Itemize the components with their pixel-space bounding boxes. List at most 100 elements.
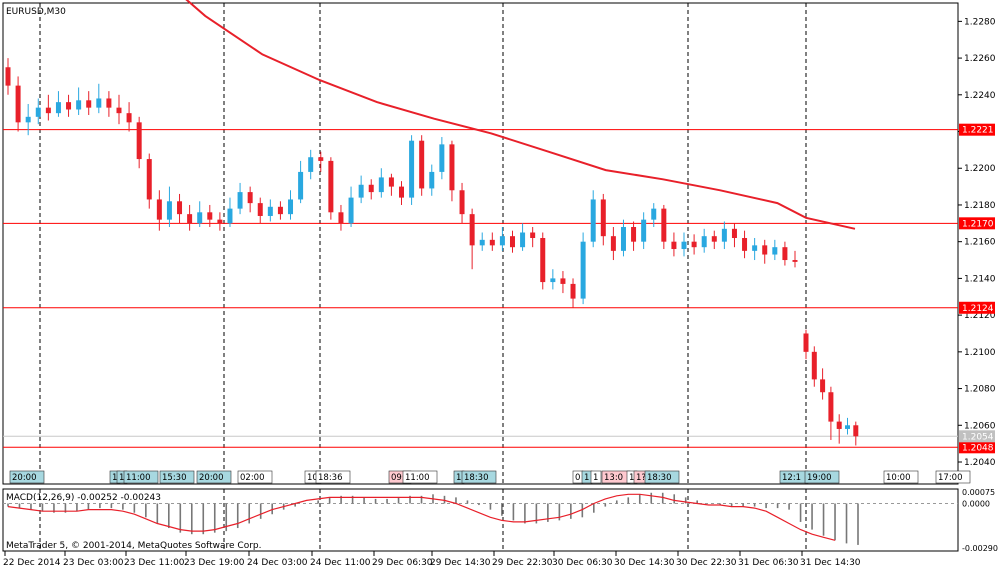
candle-body[interactable] xyxy=(217,219,223,224)
candle-body[interactable] xyxy=(55,102,61,114)
event-marker[interactable] xyxy=(9,470,45,484)
candle-body[interactable] xyxy=(590,199,596,242)
candle-body[interactable] xyxy=(15,85,21,123)
candle-body[interactable] xyxy=(721,228,727,242)
candle-body[interactable] xyxy=(661,208,667,242)
candle-body[interactable] xyxy=(560,278,566,284)
candle-body[interactable] xyxy=(45,107,51,114)
candle-body[interactable] xyxy=(550,278,556,283)
candle-body[interactable] xyxy=(853,425,859,437)
candle-body[interactable] xyxy=(811,351,817,380)
candle-body[interactable] xyxy=(106,98,112,108)
candle-body[interactable] xyxy=(620,226,626,251)
candle-body[interactable] xyxy=(836,421,842,429)
candle-body[interactable] xyxy=(257,203,263,216)
candle-body[interactable] xyxy=(146,159,152,200)
event-marker[interactable] xyxy=(461,470,497,484)
event-markers[interactable]: 20:00 1 1 11:00 15:30 20:00 02:00 10 18:36 09: 11:… xyxy=(9,470,971,484)
candle-body[interactable] xyxy=(600,199,606,237)
candle-body[interactable] xyxy=(449,144,455,191)
event-marker[interactable] xyxy=(159,470,195,484)
event-marker[interactable] xyxy=(315,470,351,484)
candle-body[interactable] xyxy=(479,239,485,246)
candle-body[interactable] xyxy=(277,206,283,215)
candle-body[interactable] xyxy=(803,333,809,352)
candle-body[interactable] xyxy=(166,201,172,220)
candle-body[interactable] xyxy=(459,190,465,215)
event-marker[interactable] xyxy=(402,470,438,484)
candle-body[interactable] xyxy=(610,236,616,251)
candle-body[interactable] xyxy=(509,236,515,248)
candle-body[interactable] xyxy=(388,177,394,187)
candle-body[interactable] xyxy=(580,241,586,299)
candle-body[interactable] xyxy=(792,260,798,262)
candle-body[interactable] xyxy=(35,107,41,117)
candle-body[interactable] xyxy=(136,122,142,160)
candle-body[interactable] xyxy=(439,144,445,172)
candle-body[interactable] xyxy=(207,212,213,220)
candle-body[interactable] xyxy=(399,186,404,198)
candle-body[interactable] xyxy=(631,226,637,242)
candle-body[interactable] xyxy=(641,219,647,242)
candle-body[interactable] xyxy=(288,199,294,215)
candle-body[interactable] xyxy=(772,247,778,255)
candle-body[interactable] xyxy=(671,241,677,250)
candle-body[interactable] xyxy=(156,199,162,220)
candle-body[interactable] xyxy=(25,116,31,123)
candle-body[interactable] xyxy=(66,102,72,110)
candle-body[interactable] xyxy=(5,67,11,86)
event-marker[interactable] xyxy=(644,470,680,484)
candle-body[interactable] xyxy=(298,171,304,200)
candle-body[interactable] xyxy=(338,212,344,224)
candle-body[interactable] xyxy=(308,157,314,172)
candle-body[interactable] xyxy=(419,140,425,189)
candle-body[interactable] xyxy=(820,379,826,393)
event-marker[interactable] xyxy=(935,470,971,484)
candle-body[interactable] xyxy=(267,206,273,216)
event-marker[interactable] xyxy=(883,470,919,484)
event-marker[interactable] xyxy=(590,470,602,484)
candle-body[interactable] xyxy=(348,197,354,224)
candle-body[interactable] xyxy=(489,239,495,246)
candle-body[interactable] xyxy=(681,241,687,250)
event-marker[interactable] xyxy=(123,470,159,484)
candle-body[interactable] xyxy=(570,283,576,299)
candle-body[interactable] xyxy=(237,192,243,209)
candle-body[interactable] xyxy=(429,171,435,189)
candle-body[interactable] xyxy=(409,140,415,198)
candle-body[interactable] xyxy=(227,208,233,224)
candle-body[interactable] xyxy=(197,212,203,224)
candle-body[interactable] xyxy=(116,107,122,114)
candle-body[interactable] xyxy=(96,98,102,108)
candle-body[interactable] xyxy=(76,100,82,110)
candle-body[interactable] xyxy=(828,392,834,422)
candle-body[interactable] xyxy=(378,177,384,193)
candle-body[interactable] xyxy=(86,100,92,108)
candle-body[interactable] xyxy=(845,425,850,429)
candle-body[interactable] xyxy=(691,241,697,248)
candle-body[interactable] xyxy=(187,214,193,224)
candle-body[interactable] xyxy=(530,232,536,239)
candle-body[interactable] xyxy=(520,232,526,248)
candle-body[interactable] xyxy=(358,184,364,198)
event-marker[interactable] xyxy=(237,470,273,484)
candle-body[interactable] xyxy=(762,245,768,255)
candle-body[interactable] xyxy=(499,236,505,246)
candle-body[interactable] xyxy=(701,236,707,248)
candle-body[interactable] xyxy=(469,214,475,246)
candle-body[interactable] xyxy=(318,157,324,161)
candle-body[interactable] xyxy=(651,208,657,220)
candle-body[interactable] xyxy=(782,247,788,261)
candle-body[interactable] xyxy=(742,238,748,251)
candle-body[interactable] xyxy=(731,228,737,239)
event-marker[interactable] xyxy=(196,470,232,484)
candle-body[interactable] xyxy=(177,201,183,215)
candle-body[interactable] xyxy=(126,113,132,123)
event-marker[interactable] xyxy=(804,470,840,484)
candle-body[interactable] xyxy=(540,238,546,283)
candle-body[interactable] xyxy=(328,160,334,213)
candle-body[interactable] xyxy=(711,236,717,242)
candle-body[interactable] xyxy=(752,245,758,251)
